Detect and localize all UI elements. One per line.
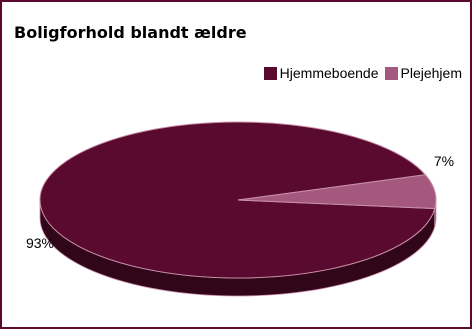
legend-label-hjemmeboende: Hjemmeboende xyxy=(279,65,379,81)
chart-title: Boligforhold blandt ældre xyxy=(14,23,247,42)
legend-swatch-hjemmeboende xyxy=(263,66,277,80)
chart-legend: Hjemmeboende Plejehjem xyxy=(258,65,462,81)
data-label-plejehjem: 7% xyxy=(434,153,454,169)
legend-item-plejehjem: Plejehjem xyxy=(384,65,462,81)
legend-swatch-plejehjem xyxy=(384,66,398,80)
legend-label-plejehjem: Plejehjem xyxy=(400,65,462,81)
pie-slice-plejehjem xyxy=(237,174,437,210)
pie-slice-hjemmeboende xyxy=(39,121,436,279)
data-label-hjemmeboende: 93% xyxy=(26,235,54,251)
legend-item-hjemmeboende: Hjemmeboende xyxy=(263,65,379,81)
